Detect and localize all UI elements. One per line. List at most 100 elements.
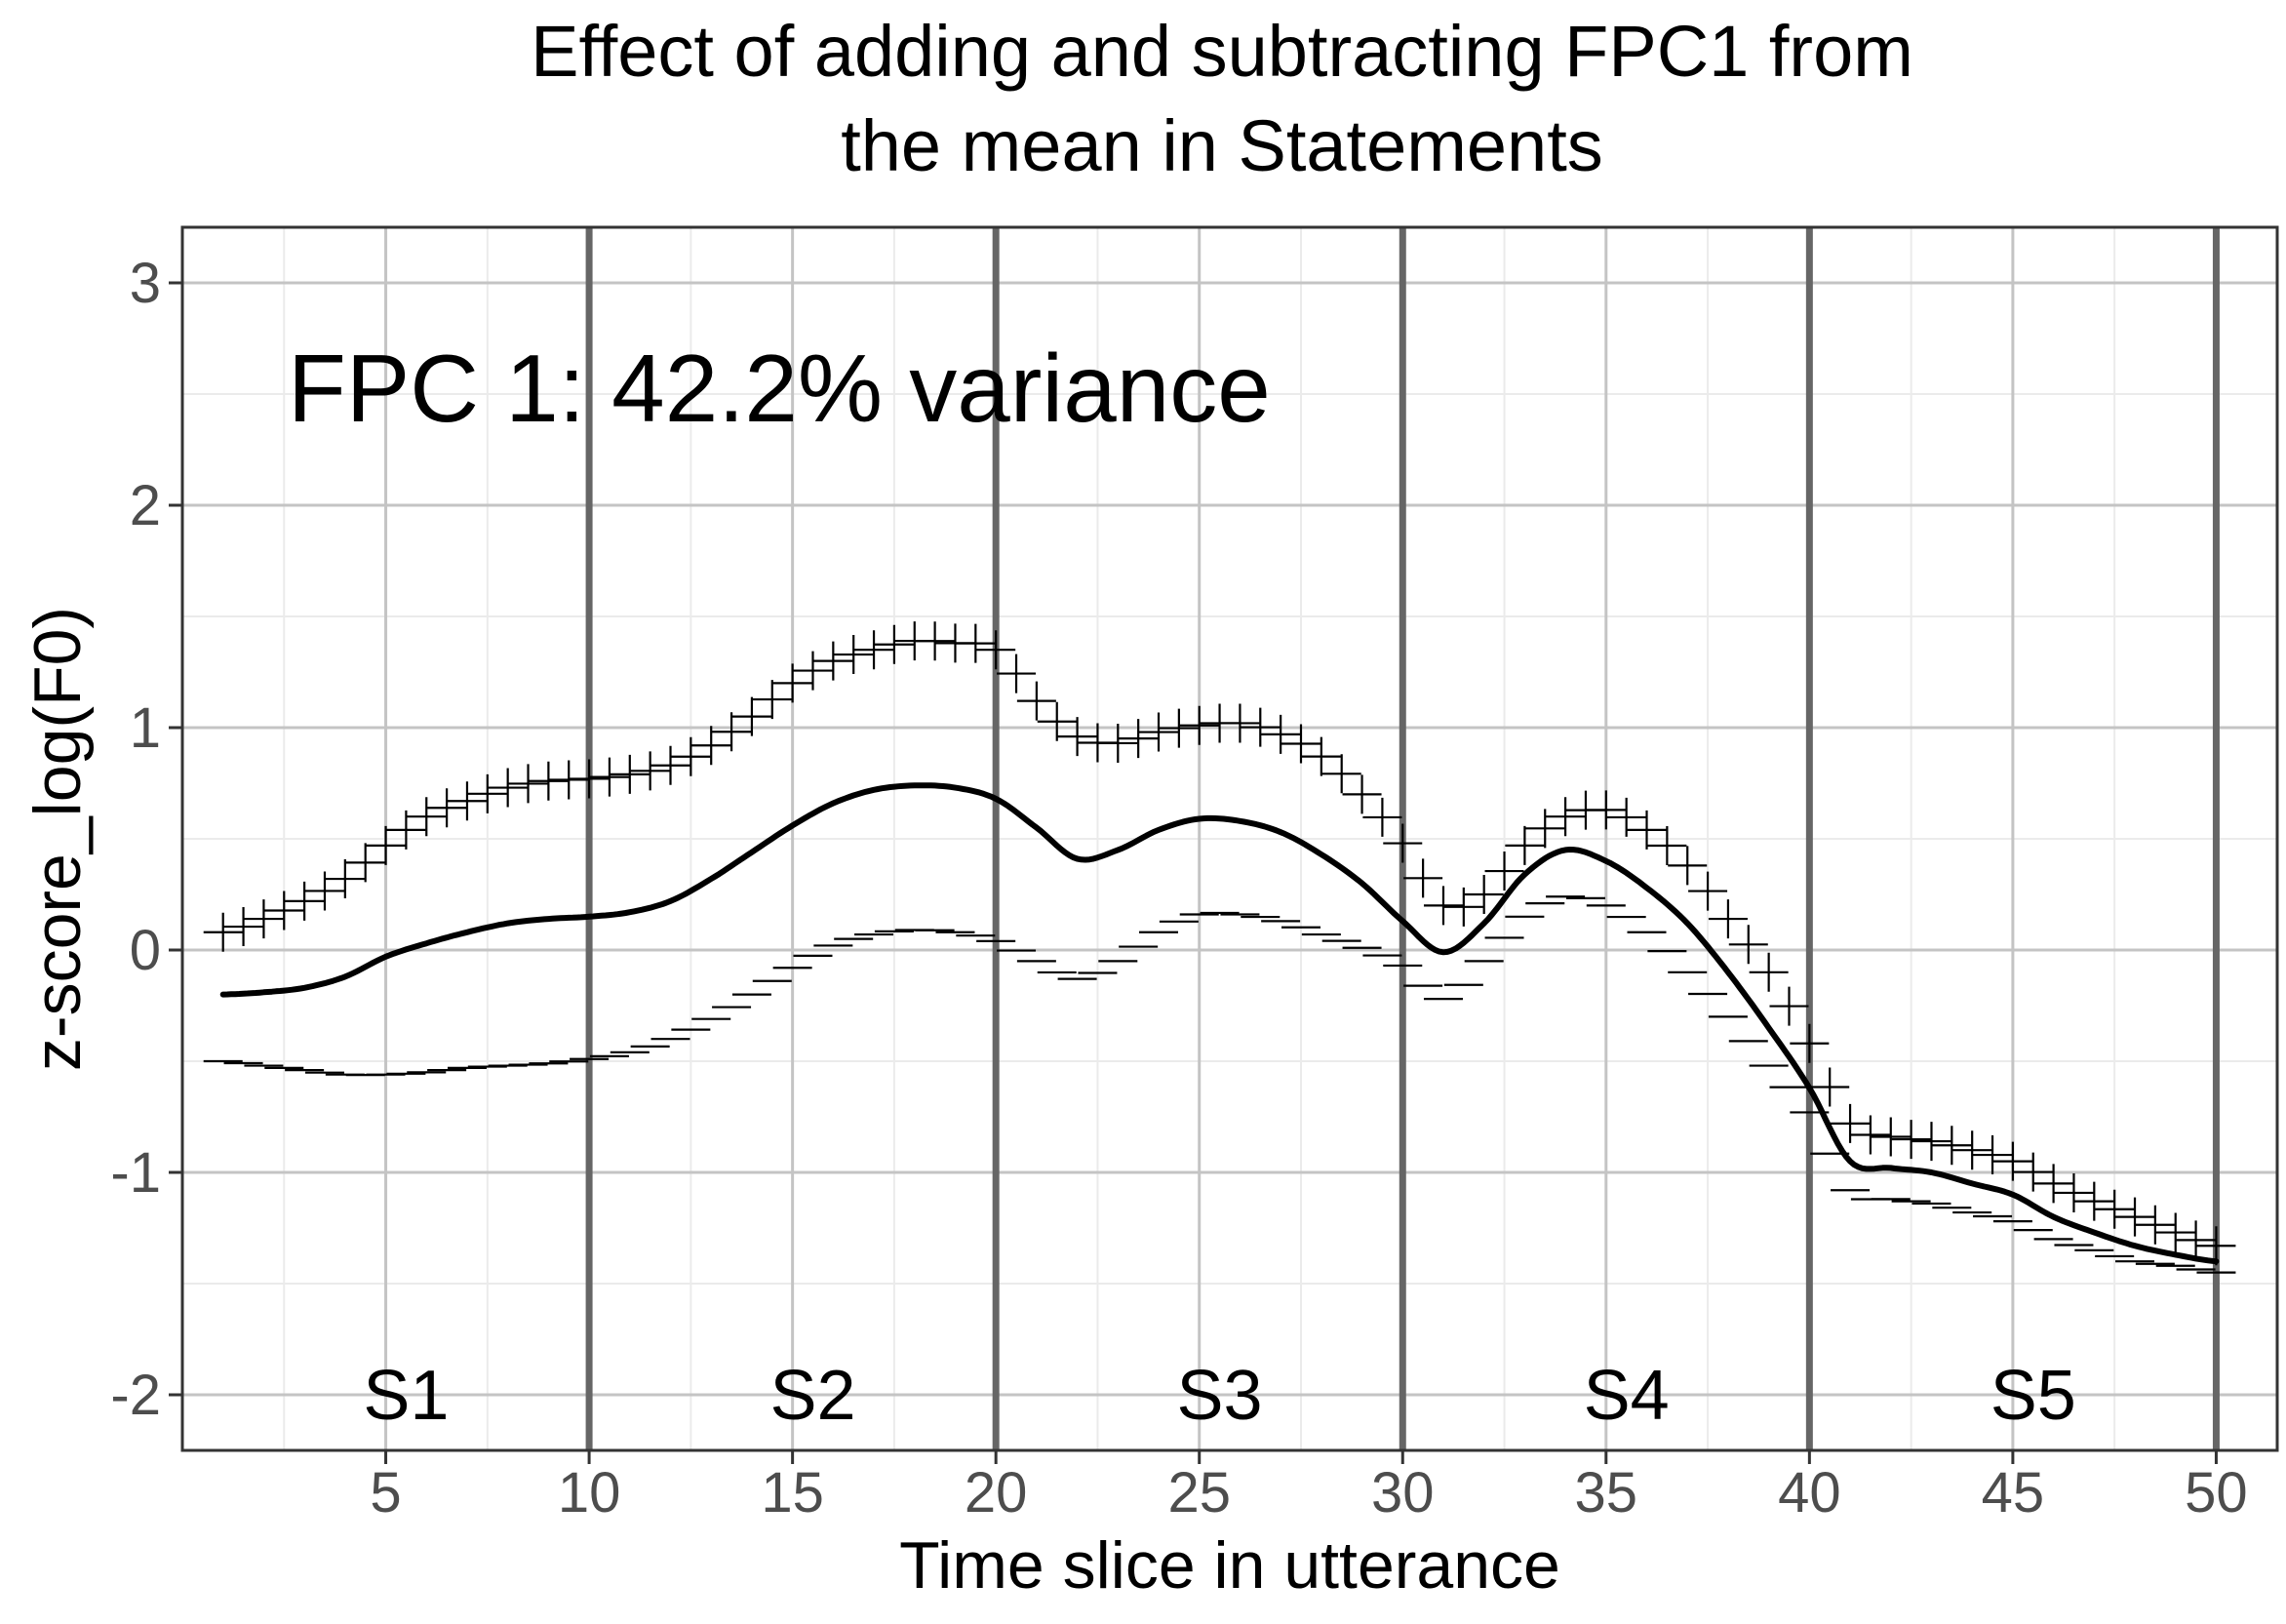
chart-title-line-1: Effect of adding and subtracting FPC1 fr… — [531, 11, 1913, 92]
x-tick-label: 15 — [761, 1461, 824, 1525]
plus-marker — [1728, 925, 1768, 965]
plus-marker — [1647, 825, 1687, 865]
plus-marker — [1321, 754, 1361, 794]
plus-marker — [1912, 1122, 1951, 1162]
plus-marker — [1443, 887, 1483, 927]
plus-marker — [1992, 1141, 2032, 1181]
plus-marker — [1749, 952, 1789, 992]
plot-panel-border — [180, 225, 2279, 1452]
plus-marker — [407, 797, 447, 837]
plus-marker — [1627, 810, 1667, 850]
plus-marker — [1383, 823, 1423, 863]
plus-marker — [691, 726, 731, 766]
plus-marker — [2115, 1197, 2155, 1237]
plus-marker — [630, 751, 670, 791]
x-tick-label: 5 — [370, 1461, 401, 1525]
plus-marker — [203, 912, 243, 952]
plus-marker — [2054, 1172, 2094, 1212]
plus-marker — [1668, 846, 1708, 886]
x-tick-label: 45 — [1982, 1461, 2045, 1525]
plus-marker — [1301, 736, 1341, 776]
plus-marker — [834, 635, 874, 675]
plus-marker — [1281, 724, 1320, 764]
plus-marker — [915, 621, 955, 661]
plus-marker — [1973, 1135, 2013, 1175]
plus-marker — [1179, 705, 1219, 745]
y-tick-label: 3 — [130, 252, 161, 315]
plus-marker — [1220, 703, 1260, 743]
y-tick-label: -2 — [110, 1364, 161, 1427]
plus-marker — [1342, 774, 1382, 814]
plus-marker — [1362, 797, 1402, 837]
segment-label-s3: S3 — [1177, 1357, 1263, 1435]
plus-marker — [772, 663, 812, 703]
plus-marker — [976, 630, 1016, 670]
plus-marker — [956, 623, 996, 663]
plus-marker — [467, 773, 507, 813]
plus-marker — [997, 654, 1037, 693]
x-tick-label: 10 — [558, 1461, 621, 1525]
plus-marker — [1606, 797, 1646, 837]
plus-marker — [2176, 1220, 2216, 1260]
plus-marker — [854, 630, 894, 670]
plus-marker — [712, 712, 752, 752]
x-tick-label: 25 — [1167, 1461, 1231, 1525]
variance-annotation: FPC 1: 42.2% variance — [288, 335, 1271, 442]
plus-marker — [1952, 1130, 1992, 1170]
plus-marker — [2074, 1181, 2114, 1221]
plus-marker — [1037, 701, 1077, 741]
segment-label-s4: S4 — [1584, 1357, 1670, 1435]
x-tick-label: 30 — [1371, 1461, 1435, 1525]
x-axis-label: Time slice in utterance — [899, 1528, 1560, 1603]
plus-marker — [2196, 1226, 2236, 1266]
mean-curve — [219, 782, 2220, 1265]
plus-marker — [1790, 1023, 1830, 1063]
plus-marker — [1586, 790, 1626, 830]
plus-marker — [1057, 717, 1097, 757]
plus-marker — [1871, 1117, 1911, 1157]
plus-marker — [1546, 797, 1586, 837]
segment-label-s2: S2 — [769, 1357, 855, 1435]
plus-marker — [529, 761, 569, 801]
y-tick-label: -1 — [110, 1141, 161, 1205]
axis-ticks: 5 10 15 20 25 30 35 40 45 50 -2 -1 0 1 2 3 — [110, 252, 2247, 1525]
plus-marker — [610, 754, 650, 794]
plus-marker — [304, 871, 344, 911]
plus-marker — [1708, 899, 1748, 939]
plus-marker — [813, 641, 853, 681]
plus-marker — [2135, 1205, 2175, 1245]
plus-marker — [1831, 1103, 1871, 1143]
x-tick-label: 35 — [1575, 1461, 1638, 1525]
plus-marker — [731, 696, 771, 736]
plus-marker — [1119, 719, 1159, 759]
plus-marker — [793, 651, 833, 691]
plus-marker — [1505, 825, 1545, 865]
plus-marker — [244, 899, 284, 939]
series-layer — [203, 621, 2236, 1274]
plus-marker — [366, 825, 406, 865]
plus-marker — [345, 843, 385, 883]
plus-marker — [285, 881, 325, 921]
segment-labels: S1 S2 S3 S4 S5 — [363, 1357, 2075, 1435]
plus-marker — [1850, 1115, 1890, 1155]
plus-marker — [488, 768, 528, 808]
plus-marker — [508, 764, 548, 804]
plus-marker — [1423, 886, 1463, 926]
plus-marker — [1139, 712, 1179, 752]
plus-marker — [1688, 871, 1728, 911]
plus-marker — [1159, 708, 1199, 748]
x-tick-label: 40 — [1778, 1461, 1841, 1525]
plus-marker — [1932, 1126, 1972, 1166]
plus-marker — [1525, 809, 1565, 849]
plus-marker — [1241, 707, 1281, 747]
plus-marker — [1016, 681, 1056, 721]
plus-marker — [2033, 1164, 2073, 1204]
plus-marker — [325, 859, 365, 899]
plus-marker — [1403, 858, 1443, 898]
plus-marker — [874, 624, 914, 664]
plus-marker — [386, 810, 426, 850]
plus-marker — [1464, 875, 1504, 914]
